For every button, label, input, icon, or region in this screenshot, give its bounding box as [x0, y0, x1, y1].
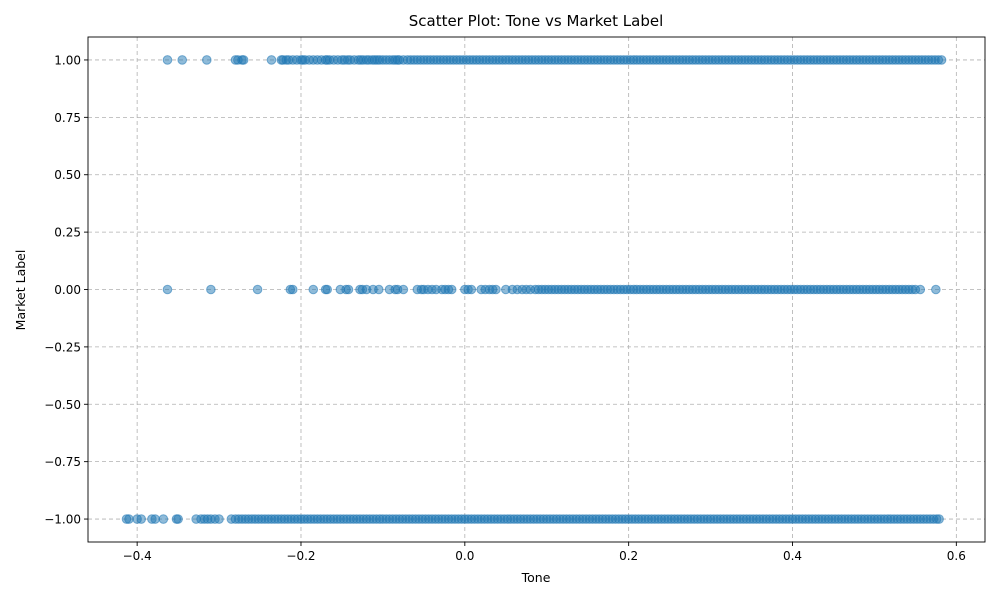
- scatter-point: [934, 514, 944, 524]
- ticks-layer: −0.4 −0.2 0.0 0.2 0.4 0.6 −1.00 −0.75 −0.50 −0.25…: [44, 53, 966, 563]
- x-tick-label: 0.6: [947, 549, 966, 563]
- scatter-point: [162, 55, 173, 65]
- scatter-point: [322, 284, 333, 295]
- y-tick-label: −0.75: [44, 455, 81, 469]
- scatter-point: [343, 284, 354, 295]
- y-tick-label: 1.00: [54, 53, 81, 67]
- scatter-point: [936, 55, 947, 65]
- y-tick-label: 0.25: [54, 226, 81, 240]
- scatter-point: [162, 284, 173, 295]
- scatter-point: [124, 514, 134, 524]
- scatter-point: [252, 284, 263, 295]
- scatter-point: [206, 284, 216, 295]
- y-tick-label: −0.50: [44, 398, 81, 412]
- x-tick-label: 0.2: [619, 549, 638, 563]
- y-tick-label: 0.50: [54, 168, 81, 182]
- scatter-point: [177, 55, 188, 65]
- x-tick-label: 0.0: [455, 549, 474, 563]
- scatter-point: [915, 284, 926, 295]
- scatter-point: [158, 514, 169, 524]
- scatter-point: [214, 514, 224, 524]
- scatter-point: [374, 284, 384, 295]
- scatter-point: [287, 284, 298, 295]
- y-tick-label: 0.75: [54, 111, 81, 125]
- x-tick-label: 0.4: [783, 549, 802, 563]
- x-tick-label: −0.2: [286, 549, 315, 563]
- y-axis-label: Market Label: [13, 250, 28, 331]
- scatter-point: [136, 514, 147, 524]
- chart-title: Scatter Plot: Tone vs Market Label: [409, 12, 664, 30]
- points-layer: [121, 55, 947, 524]
- scatter-point: [201, 55, 212, 65]
- scatter-point: [398, 284, 409, 295]
- scatter-point: [931, 284, 941, 295]
- x-tick-label: −0.4: [123, 549, 152, 563]
- scatter-point: [266, 55, 277, 65]
- scatter-point: [238, 55, 249, 65]
- scatter-point: [150, 514, 160, 524]
- scatter-point: [466, 284, 477, 295]
- y-tick-label: 0.00: [54, 283, 81, 297]
- scatter-point: [491, 284, 501, 295]
- y-tick-label: −1.00: [44, 513, 81, 527]
- scatter-point: [446, 284, 457, 295]
- scatter-point: [308, 284, 319, 295]
- x-axis-label: Tone: [521, 570, 551, 585]
- scatter-point: [173, 514, 183, 524]
- y-tick-label: −0.25: [44, 340, 81, 354]
